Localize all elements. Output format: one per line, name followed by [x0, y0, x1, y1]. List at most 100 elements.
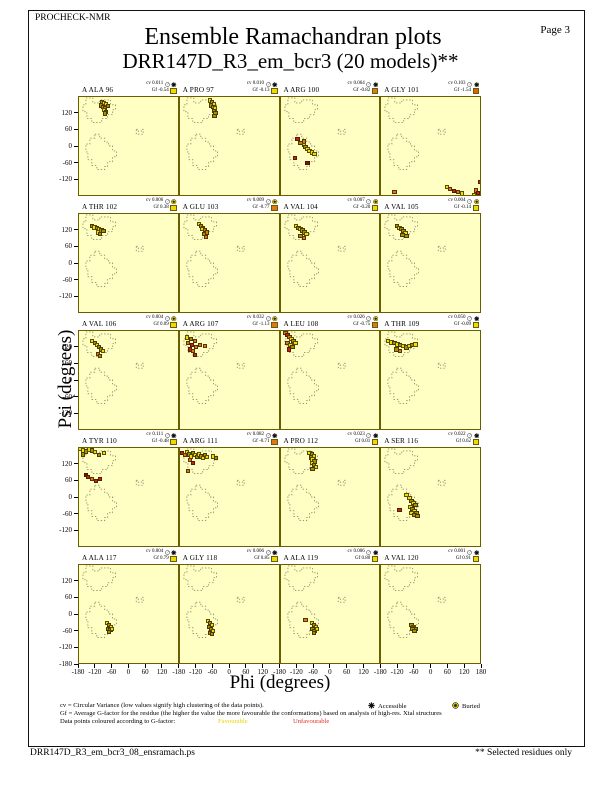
model-data-point — [98, 231, 103, 236]
model-data-point — [102, 111, 107, 116]
x-axis-label: Phi (degrees) — [229, 672, 331, 693]
region-l_alpha-outline — [337, 362, 346, 369]
tick-mark — [74, 128, 78, 130]
tick-mark — [74, 412, 78, 414]
tick-label: 120 — [61, 108, 73, 117]
region-l_alpha-outline — [236, 479, 245, 486]
tick-mark — [74, 529, 78, 531]
gf-colour-square-icon — [371, 204, 379, 211]
model-data-point — [305, 160, 310, 166]
gf-definition: Gf = Average G-factor for the residue (t… — [60, 710, 442, 718]
tick-label: 120 — [156, 668, 168, 676]
model-data-point — [93, 449, 98, 455]
model-data-point — [398, 349, 403, 354]
tick-mark — [329, 664, 331, 668]
region-l_alpha-outline — [438, 596, 446, 603]
tick-mark — [74, 229, 78, 231]
plot-header: A GLU 103 cv 0.009 Gf -0.77 — [180, 198, 279, 213]
cv-value: cv 0.010 — [246, 81, 264, 86]
data-points-layer — [381, 565, 480, 663]
tick-mark — [262, 664, 264, 668]
tick-label: 60 — [65, 242, 72, 251]
model-data-point — [89, 476, 95, 482]
tick-mark — [74, 496, 78, 498]
tick-label: -120 — [289, 668, 303, 676]
gf-value: Gf -0.13 — [252, 87, 270, 93]
tick-label: 0 — [428, 668, 433, 676]
residue-label: A LEU 108 — [283, 320, 319, 328]
model-data-point — [295, 136, 300, 142]
gf-colour-square-icon — [371, 555, 379, 562]
cv-gf-stats: cv 0.011 Gf -0.54 — [146, 81, 177, 94]
tick-label: 0 — [328, 668, 332, 676]
tick-label: -120 — [59, 175, 72, 184]
model-data-point — [477, 179, 480, 185]
tick-label: 60 — [443, 668, 451, 676]
tick-mark — [480, 664, 482, 668]
ramachandran-plot-a-pro-97: A PRO 97 cv 0.010 Gf -0.13 — [178, 81, 280, 196]
plot-header: A ARG 107 cv 0.032 Gf -1.13 — [180, 315, 279, 330]
tick-label: 60 — [65, 125, 72, 134]
gf-value: Gf -1.54 — [454, 87, 471, 93]
tick-label: 120 — [257, 668, 268, 676]
tick-label: -120 — [59, 643, 72, 652]
buried-circle-icon — [171, 315, 177, 321]
tick-mark — [74, 479, 78, 481]
model-data-point — [447, 187, 452, 192]
residue-label: A ARG 111 — [182, 437, 218, 445]
gf-value: Gf 0.62 — [455, 438, 471, 444]
model-data-point — [311, 630, 316, 636]
gf-colour-square-icon — [271, 87, 278, 94]
cv-value: cv 0.001 — [448, 549, 466, 554]
region-l_alpha-outline — [135, 479, 144, 486]
tick-mark — [346, 664, 348, 668]
region-alpha-outline — [286, 133, 319, 170]
region-beta-outline — [183, 97, 217, 123]
residue-label: A ARG 100 — [283, 86, 320, 94]
legend-accessible: Accessible — [368, 702, 407, 712]
cv-gf-stats: cv 0.111 Gf -0.48 — [146, 432, 177, 445]
model-data-point — [193, 344, 199, 350]
cv-dial-icon — [467, 550, 472, 555]
tick-label: -60 — [62, 509, 72, 518]
tick-label: 60 — [242, 668, 250, 676]
gf-value: Gf -0.09 — [454, 321, 471, 327]
tick-label: 0 — [68, 259, 73, 267]
cv-gf-stats: cv 0.004 Gf 0.09 — [146, 315, 177, 328]
model-data-point — [98, 353, 103, 359]
tick-mark — [74, 613, 78, 615]
tick-mark — [74, 646, 78, 648]
tick-label: -120 — [59, 526, 72, 535]
tick-label: 60 — [343, 668, 351, 676]
cv-dial-icon — [467, 316, 472, 321]
data-points-layer — [281, 331, 380, 429]
region-alpha-outline — [286, 367, 319, 404]
unfavourable-label: Unfavourable — [293, 718, 330, 726]
model-data-point — [304, 231, 309, 237]
tick-label: -60 — [62, 158, 72, 167]
tick-mark — [295, 664, 297, 668]
tick-label: 60 — [65, 593, 72, 602]
ramachandran-plot-a-arg-107: A ARG 107 cv 0.032 Gf -1.13 — [178, 315, 280, 430]
gf-colour-square-icon — [472, 321, 479, 328]
tick-mark — [74, 346, 78, 348]
region-alpha-outline — [85, 484, 117, 521]
cv-dial-icon — [366, 550, 371, 555]
region-beta-outline — [284, 331, 318, 357]
gf-colour-square-icon — [170, 321, 177, 328]
tick-label: 120 — [358, 668, 369, 676]
selected-residues-note: ** Selected residues only — [475, 748, 572, 758]
region-beta-outline — [82, 448, 116, 474]
model-data-point — [100, 348, 106, 354]
model-data-point — [197, 342, 203, 348]
tick-mark — [74, 145, 78, 147]
gf-value: Gf -0.71 — [252, 438, 270, 444]
tick-mark — [430, 664, 432, 668]
gf-value: Gf 0.38 — [153, 204, 169, 210]
cv-dial-icon — [265, 550, 271, 555]
data-points-layer — [180, 565, 279, 663]
buried-circle-icon — [272, 315, 278, 321]
region-l_alpha-outline — [438, 479, 446, 486]
residue-label: A ARG 107 — [182, 320, 219, 328]
